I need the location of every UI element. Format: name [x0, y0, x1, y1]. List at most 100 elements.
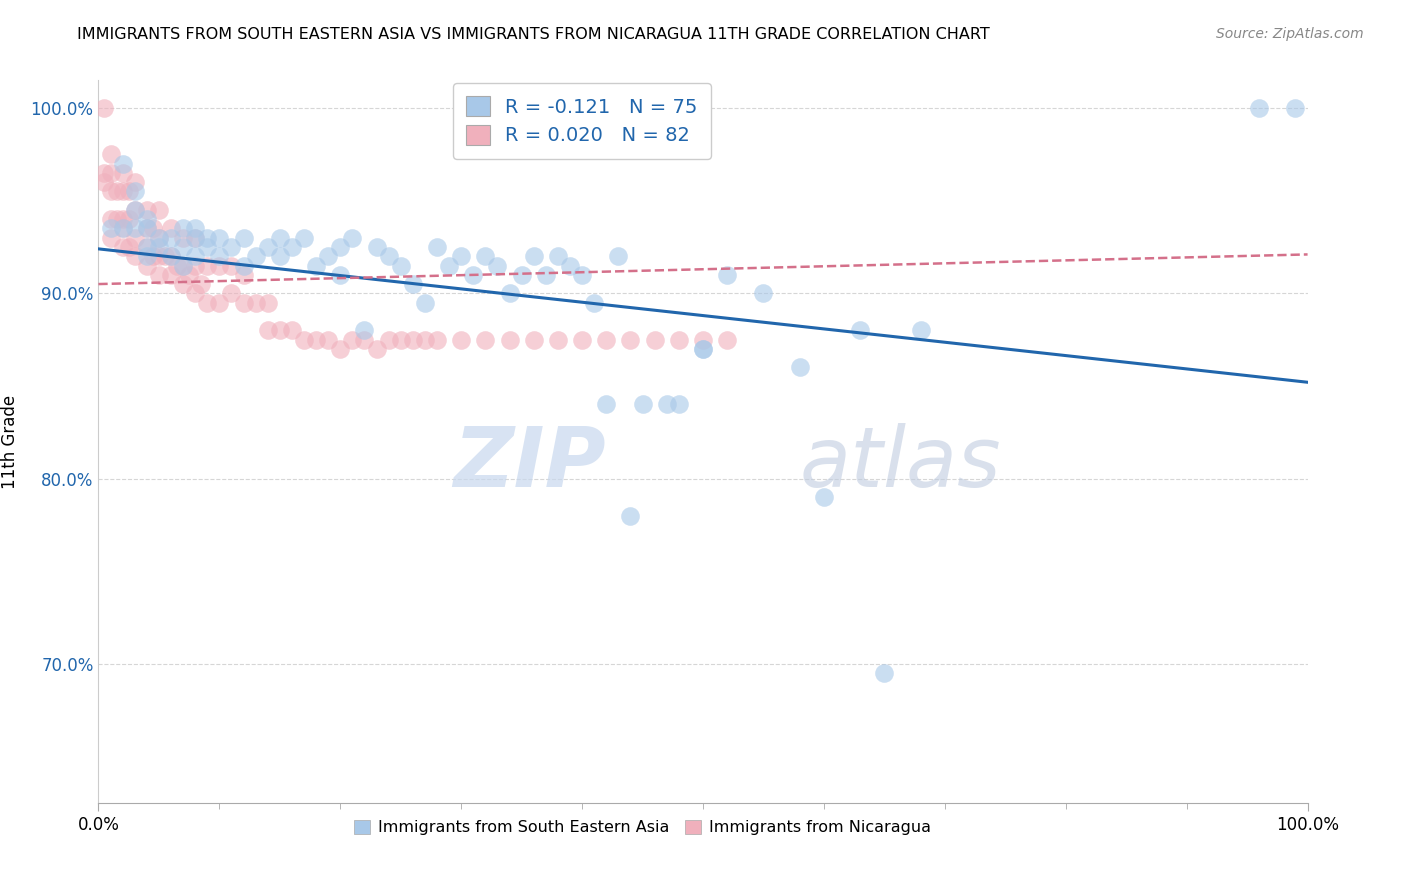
- Point: [148, 249, 170, 263]
- Point: [716, 268, 738, 282]
- Point: [172, 221, 194, 235]
- Point: [100, 221, 122, 235]
- Point: [813, 490, 835, 504]
- Point: [389, 259, 412, 273]
- Point: [118, 185, 141, 199]
- Point: [668, 397, 690, 411]
- Point: [644, 333, 666, 347]
- Point: [160, 231, 183, 245]
- Point: [281, 240, 304, 254]
- Point: [93, 166, 115, 180]
- Point: [474, 333, 496, 347]
- Point: [558, 259, 581, 273]
- Point: [195, 295, 218, 310]
- Point: [179, 268, 201, 282]
- Point: [100, 212, 122, 227]
- Point: [184, 231, 207, 245]
- Point: [195, 231, 218, 245]
- Point: [160, 249, 183, 263]
- Point: [534, 268, 557, 282]
- Point: [474, 249, 496, 263]
- Point: [389, 333, 412, 347]
- Point: [631, 397, 654, 411]
- Point: [716, 333, 738, 347]
- Point: [353, 333, 375, 347]
- Text: atlas: atlas: [800, 423, 1001, 504]
- Point: [256, 295, 278, 310]
- Point: [208, 259, 231, 273]
- Point: [184, 221, 207, 235]
- Point: [232, 295, 254, 310]
- Point: [498, 333, 520, 347]
- Point: [160, 249, 183, 263]
- Point: [221, 259, 243, 273]
- Point: [619, 508, 641, 523]
- Point: [437, 259, 460, 273]
- Point: [100, 185, 122, 199]
- Point: [668, 333, 690, 347]
- Point: [124, 185, 146, 199]
- Point: [135, 221, 157, 235]
- Point: [124, 175, 146, 189]
- Point: [195, 259, 218, 273]
- Point: [547, 249, 569, 263]
- Point: [269, 323, 291, 337]
- Point: [849, 323, 872, 337]
- Point: [160, 221, 183, 235]
- Point: [607, 249, 630, 263]
- Point: [135, 212, 157, 227]
- Point: [142, 249, 165, 263]
- Point: [269, 249, 291, 263]
- Point: [135, 240, 157, 254]
- Point: [195, 240, 218, 254]
- Point: [118, 240, 141, 254]
- Point: [100, 166, 122, 180]
- Point: [111, 185, 134, 199]
- Point: [232, 268, 254, 282]
- Point: [221, 240, 243, 254]
- Point: [450, 333, 472, 347]
- Point: [329, 240, 352, 254]
- Point: [523, 249, 546, 263]
- Point: [93, 101, 115, 115]
- Text: IMMIGRANTS FROM SOUTH EASTERN ASIA VS IMMIGRANTS FROM NICARAGUA 11TH GRADE CORRE: IMMIGRANTS FROM SOUTH EASTERN ASIA VS IM…: [77, 27, 990, 42]
- Point: [160, 268, 183, 282]
- Point: [292, 231, 315, 245]
- Point: [1249, 101, 1271, 115]
- Legend: Immigrants from South Eastern Asia, Immigrants from Nicaragua: Immigrants from South Eastern Asia, Immi…: [347, 814, 938, 842]
- Point: [135, 249, 157, 263]
- Point: [547, 333, 569, 347]
- Point: [148, 231, 170, 245]
- Point: [100, 147, 122, 161]
- Point: [184, 231, 207, 245]
- Point: [111, 212, 134, 227]
- Point: [910, 323, 932, 337]
- Point: [426, 333, 449, 347]
- Point: [583, 295, 606, 310]
- Point: [172, 259, 194, 273]
- Point: [571, 268, 593, 282]
- Point: [135, 259, 157, 273]
- Point: [269, 231, 291, 245]
- Point: [873, 666, 896, 681]
- Point: [148, 268, 170, 282]
- Point: [402, 333, 425, 347]
- Point: [692, 333, 714, 347]
- Point: [305, 333, 328, 347]
- Point: [377, 249, 399, 263]
- Point: [148, 202, 170, 217]
- Point: [208, 231, 231, 245]
- Point: [118, 212, 141, 227]
- Point: [281, 323, 304, 337]
- Point: [342, 333, 364, 347]
- Point: [316, 249, 339, 263]
- Point: [184, 286, 207, 301]
- Point: [450, 249, 472, 263]
- Point: [148, 240, 170, 254]
- Point: [166, 259, 188, 273]
- Point: [184, 249, 207, 263]
- Point: [595, 333, 617, 347]
- Point: [256, 323, 278, 337]
- Point: [105, 212, 128, 227]
- Point: [153, 249, 176, 263]
